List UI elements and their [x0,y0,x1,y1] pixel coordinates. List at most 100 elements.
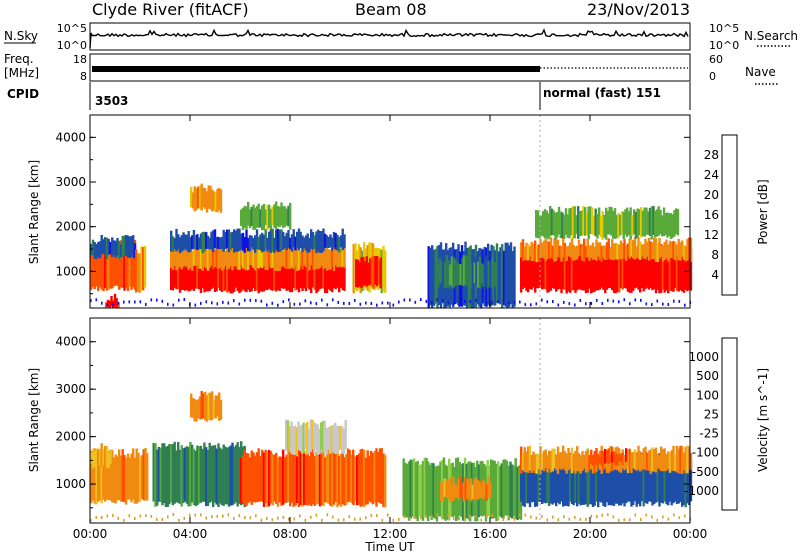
data-column [128,457,131,500]
range-gate-dot [288,517,290,521]
data-column [287,244,290,269]
data-column [502,459,505,519]
data-column [196,263,199,289]
data-column [280,229,283,252]
freq-trace [92,66,540,72]
data-column [102,238,105,292]
y-tick-label: 2000 [55,430,86,444]
data-column [656,246,659,290]
data-column [672,445,675,472]
data-column [546,455,549,473]
data-column [534,246,537,293]
range-gate-dot [552,300,554,303]
data-column [654,456,658,503]
data-column [674,242,677,261]
data-column [668,213,671,237]
data-column [604,250,607,294]
data-column [686,238,689,261]
range-gate-dot [348,515,351,519]
data-column [332,256,336,289]
data-column [684,250,687,290]
scatter-region-1-11 [590,448,630,467]
data-column [159,447,162,503]
data-column [379,257,382,289]
data-column [231,264,234,294]
data-column [574,457,577,503]
data-column [360,257,363,288]
data-column [535,245,539,289]
range-gate-dot [656,299,659,303]
data-column [304,235,308,251]
data-column [545,210,548,239]
data-column [579,246,582,257]
data-column [619,214,622,236]
data-column [363,450,366,507]
range-gate-dot [167,302,169,306]
data-column [123,235,126,256]
data-column [236,257,239,292]
scatter-region-0-13 [520,237,693,263]
range-gate-dot [321,518,323,522]
data-column [616,243,619,260]
data-column [511,251,514,308]
data-column [257,245,260,269]
data-column [252,241,255,268]
data-column [236,442,239,507]
data-column [105,446,109,468]
data-column [110,296,113,307]
velocity-y-label: Slant Range [km] [27,368,41,472]
data-column [530,249,533,290]
data-column [173,257,176,288]
data-column [440,261,443,284]
data-column [271,255,274,291]
data-column [117,302,120,308]
data-column [429,247,432,306]
data-column [301,235,304,253]
data-column [285,419,288,451]
data-column [112,457,116,503]
data-column [637,461,640,504]
data-column [361,448,364,507]
data-column [290,234,294,252]
data-column [372,255,375,289]
data-column [146,453,149,501]
range-gate-dot [222,300,224,304]
data-column [543,209,547,239]
data-column [455,485,459,498]
scatter-region-1-0 [90,448,149,505]
data-column [636,208,639,238]
data-column [334,422,337,454]
data-column [612,451,616,463]
range-gate-dot [255,299,257,303]
range-gate-dot [629,302,631,306]
data-column [435,466,439,522]
data-column [215,448,218,505]
data-column [209,185,212,210]
data-column [128,236,131,259]
data-column [573,206,576,239]
data-column [199,445,203,503]
data-column [430,462,433,520]
data-column [210,446,213,502]
data-column [457,478,460,500]
data-column [241,456,245,503]
data-column [646,252,649,288]
data-column [583,454,586,469]
data-column [663,251,666,293]
data-column [670,457,673,506]
data-column [187,447,190,507]
data-column [652,205,655,236]
scatter-region-0-5 [170,228,346,254]
data-column [234,230,238,252]
range-gate-dot [585,517,587,521]
data-column [427,461,430,522]
data-column [640,452,644,502]
data-column [560,245,563,262]
data-column [563,458,567,506]
data-column [594,208,597,237]
data-column [679,242,682,261]
data-column [264,242,267,271]
data-column [577,239,581,257]
range-gate-dot [178,298,180,302]
